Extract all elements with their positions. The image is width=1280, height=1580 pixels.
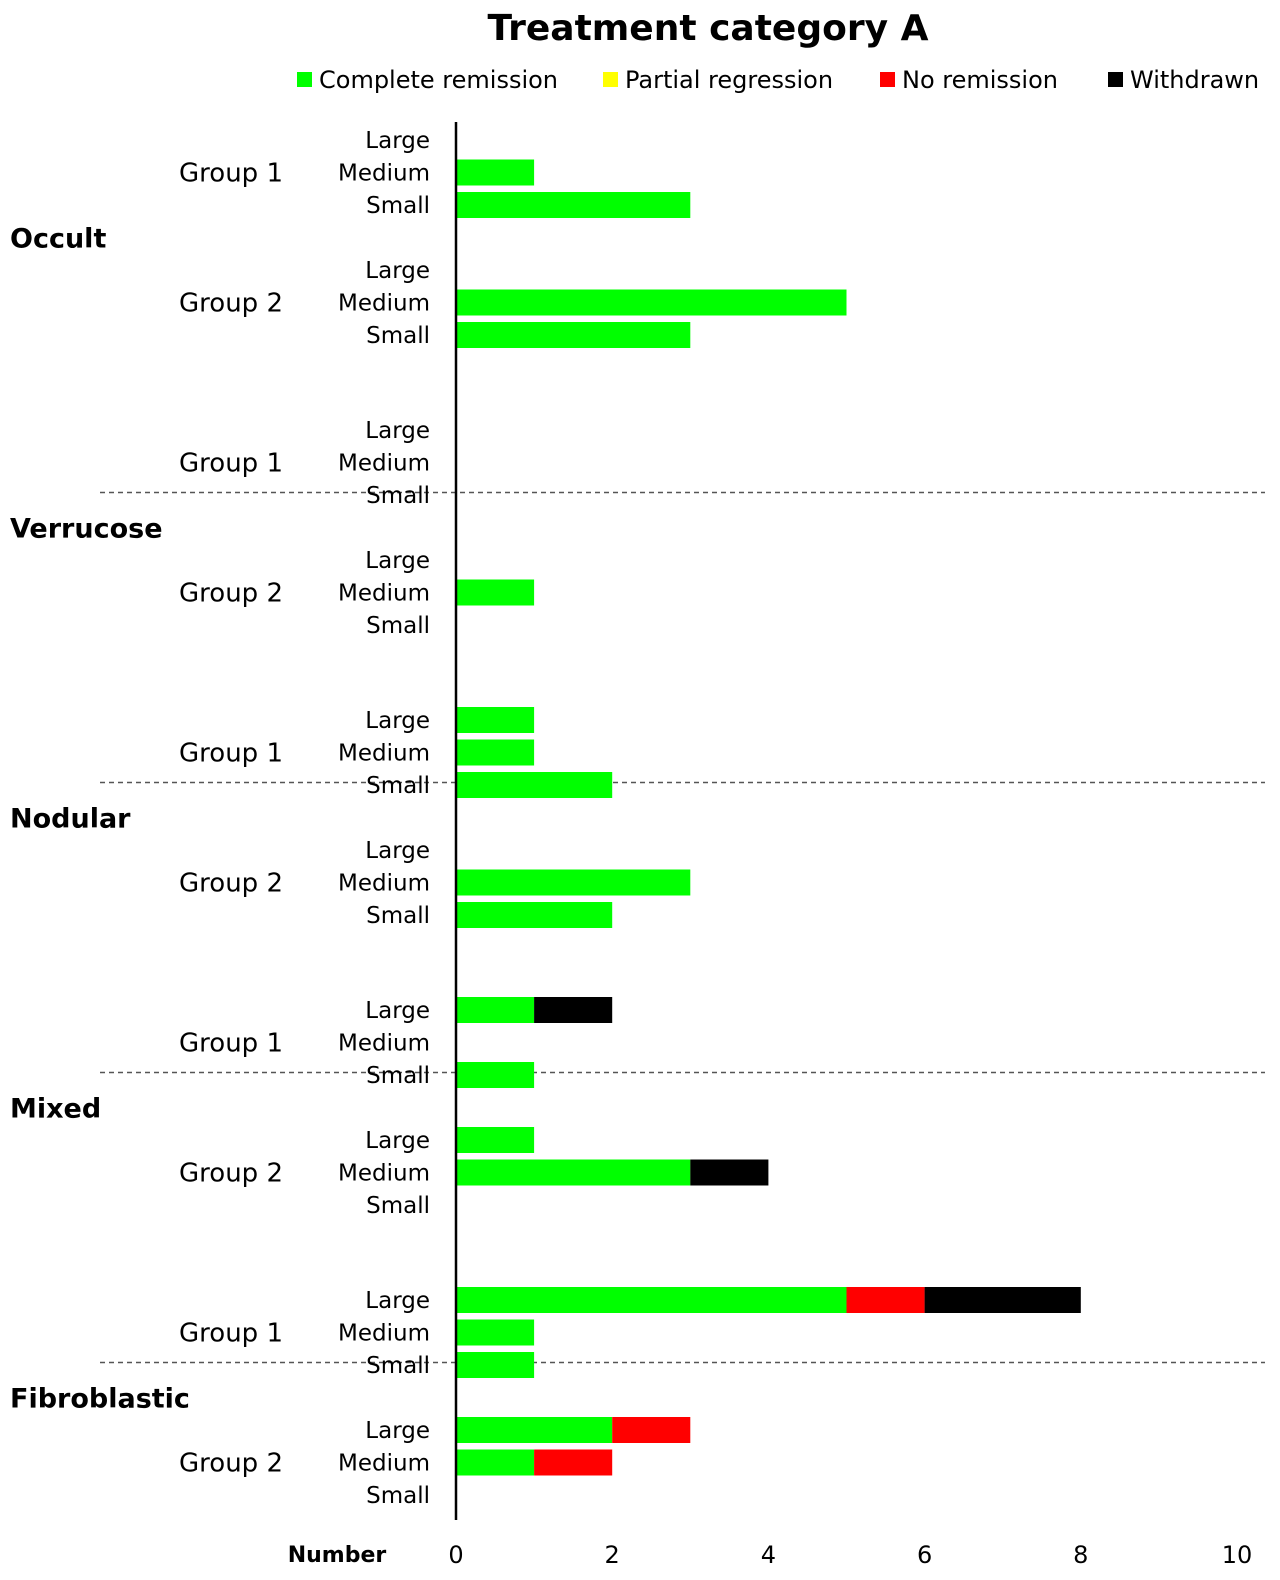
group-label: Group 2 — [179, 1159, 283, 1189]
x-tick-label: 4 — [761, 1541, 776, 1569]
group-label: Group 2 — [179, 869, 283, 899]
group-label: Group 2 — [179, 289, 283, 319]
category-separators — [100, 491, 1265, 1364]
legend-label-withdrawn: Withdrawn — [1130, 66, 1259, 94]
size-label-large: Large — [365, 998, 430, 1024]
category-label-nodular: Nodular — [10, 804, 131, 835]
bar-fibroblastic-group-2-large-complete-remission — [456, 1417, 613, 1443]
bar-occult-group-1-medium-complete-remission — [456, 159, 535, 186]
size-label-medium: Medium — [338, 1451, 430, 1477]
size-label-large: Large — [365, 548, 430, 574]
size-label-large: Large — [365, 1418, 430, 1444]
bar-nodular-group-2-medium-complete-remission — [456, 869, 691, 896]
bar-mixed-group-1-small-complete-remission — [456, 1062, 535, 1088]
size-label-small: Small — [366, 903, 430, 929]
legend-swatch-no-remission — [880, 72, 895, 87]
legend: Complete remission Partial regression No r… — [297, 66, 1259, 94]
group-label: Group 1 — [179, 739, 283, 769]
size-label-large: Large — [365, 838, 430, 864]
size-label-small: Small — [366, 1353, 430, 1379]
size-label-small: Small — [366, 1483, 430, 1509]
legend-swatch-partial-regression — [603, 72, 618, 87]
x-tick-label: 10 — [1222, 1541, 1253, 1569]
size-label-small: Small — [366, 1063, 430, 1089]
bar-mixed-group-2-medium-complete-remission — [456, 1159, 691, 1186]
x-axis-title: Number — [288, 1543, 387, 1568]
group-label: Group 2 — [179, 1449, 283, 1479]
bar-verrucose-group-2-medium-complete-remission — [456, 579, 535, 606]
x-tick-label: 2 — [605, 1541, 620, 1569]
size-label-medium: Medium — [338, 741, 430, 767]
group-label: Group 2 — [179, 579, 283, 609]
size-label-medium: Medium — [338, 871, 430, 897]
bar-mixed-group-2-medium-withdrawn — [690, 1159, 769, 1186]
group-label: Group 1 — [179, 1319, 283, 1349]
bar-nodular-group-1-small-complete-remission — [456, 772, 613, 798]
legend-swatch-complete-remission — [297, 72, 312, 87]
bar-nodular-group-2-small-complete-remission — [456, 902, 613, 928]
bar-fibroblastic-group-1-small-complete-remission — [456, 1352, 535, 1378]
chart-title: Treatment category A — [488, 8, 929, 49]
x-tick-label: 8 — [1073, 1541, 1088, 1569]
bars — [456, 159, 1081, 1476]
bar-occult-group-2-medium-complete-remission — [456, 289, 847, 316]
bar-fibroblastic-group-1-large-complete-remission — [456, 1287, 847, 1313]
legend-swatch-withdrawn — [1108, 72, 1123, 87]
group-label: Group 1 — [179, 449, 283, 479]
size-label-large: Large — [365, 1288, 430, 1314]
size-label-large: Large — [365, 418, 430, 444]
size-label-small: Small — [366, 773, 430, 799]
size-label-medium: Medium — [338, 291, 430, 317]
group-label: Group 1 — [179, 159, 283, 189]
size-label-small: Small — [366, 1193, 430, 1219]
size-label-small: Small — [366, 323, 430, 349]
category-label-mixed: Mixed — [10, 1094, 101, 1125]
size-label-large: Large — [365, 1128, 430, 1154]
row-labels: Large Medium Small Group 1 Large Medium Small G… — [10, 128, 430, 1509]
size-label-small: Small — [366, 483, 430, 509]
bar-mixed-group-1-large-withdrawn — [534, 997, 613, 1023]
x-tick-label: 6 — [917, 1541, 932, 1569]
bar-fibroblastic-group-1-medium-complete-remission — [456, 1319, 535, 1346]
size-label-medium: Medium — [338, 161, 430, 187]
x-tick-label: 0 — [448, 1541, 463, 1569]
bar-occult-group-1-small-complete-remission — [456, 192, 691, 218]
category-label-verrucose: Verrucose — [10, 514, 163, 545]
size-label-medium: Medium — [338, 1031, 430, 1057]
bar-nodular-group-1-medium-complete-remission — [456, 739, 535, 766]
size-label-small: Small — [366, 613, 430, 639]
size-label-medium: Medium — [338, 1321, 430, 1347]
bar-nodular-group-1-large-complete-remission — [456, 707, 535, 733]
bar-occult-group-2-small-complete-remission — [456, 322, 691, 348]
legend-label-no-remission: No remission — [902, 66, 1058, 94]
size-label-large: Large — [365, 258, 430, 284]
bar-mixed-group-2-large-complete-remission — [456, 1127, 535, 1153]
legend-label-complete-remission: Complete remission — [319, 66, 558, 94]
category-label-fibroblastic: Fibroblastic — [10, 1384, 190, 1415]
size-label-large: Large — [365, 128, 430, 154]
size-label-small: Small — [366, 193, 430, 219]
bar-fibroblastic-group-2-large-no-remission — [612, 1417, 691, 1443]
bar-fibroblastic-group-2-medium-no-remission — [534, 1449, 613, 1476]
size-label-medium: Medium — [338, 1161, 430, 1187]
x-axis-ticks: 0 2 4 6 8 10 — [448, 1541, 1252, 1569]
bar-fibroblastic-group-2-medium-complete-remission — [456, 1449, 535, 1476]
size-label-medium: Medium — [338, 581, 430, 607]
bar-mixed-group-1-large-complete-remission — [456, 997, 535, 1023]
size-label-large: Large — [365, 708, 430, 734]
group-label: Group 1 — [179, 1029, 283, 1059]
category-label-occult: Occult — [10, 224, 106, 255]
size-label-medium: Medium — [338, 451, 430, 477]
legend-label-partial-regression: Partial regression — [625, 66, 833, 94]
bar-fibroblastic-group-1-large-withdrawn — [924, 1287, 1081, 1313]
bar-fibroblastic-group-1-large-no-remission — [846, 1287, 925, 1313]
